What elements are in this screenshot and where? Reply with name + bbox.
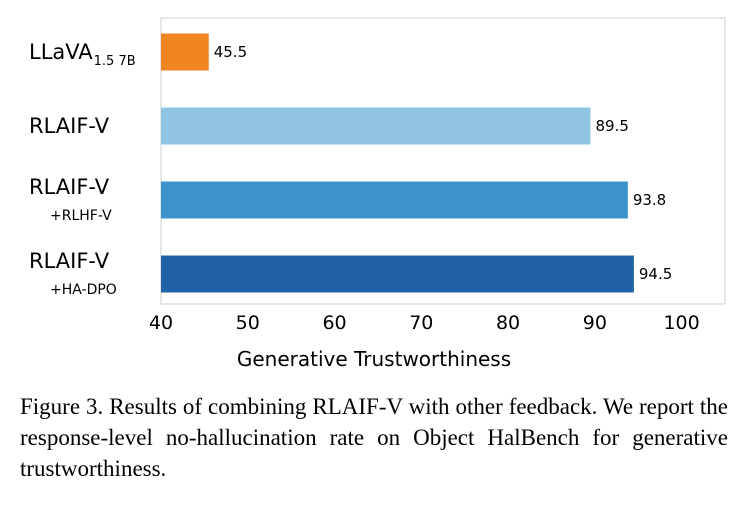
category-label-2: RLAIF-V xyxy=(29,114,110,138)
bar-2 xyxy=(161,107,591,145)
category-label-4: RLAIF-V xyxy=(29,249,110,273)
value-label-1: 45.5 xyxy=(214,43,247,61)
x-tick-label-90: 90 xyxy=(583,312,607,334)
value-labels-group: 45.5 89.5 93.8 94.5 xyxy=(214,43,673,283)
value-label-4: 94.5 xyxy=(639,265,672,283)
figure-caption: Figure 3. Results of combining RLAIF-V w… xyxy=(20,394,728,481)
x-tick-label-40: 40 xyxy=(149,312,173,334)
x-tick-labels-group: 40 50 60 70 80 90 100 xyxy=(149,312,700,334)
x-tick-label-80: 80 xyxy=(496,312,520,334)
x-tick-label-100: 100 xyxy=(663,312,699,334)
category-sublabel-4: +HA-DPO xyxy=(50,282,117,298)
x-tick-label-70: 70 xyxy=(409,312,433,334)
category-labels-group: LLaVA1.5 7B RLAIF-V RLAIF-V +RLHF-V RLAIF-V +… xyxy=(29,40,136,298)
value-label-2: 89.5 xyxy=(596,117,629,135)
plot-area-frame xyxy=(160,17,726,305)
bars-group xyxy=(161,33,634,293)
category-sublabel-3: +RLHF-V xyxy=(50,208,112,224)
x-tick-label-60: 60 xyxy=(322,312,346,334)
bar-3 xyxy=(161,181,628,219)
bar-1 xyxy=(161,33,209,71)
bar-chart: 45.5 89.5 93.8 94.5 LLaVA1.5 7B RLAIF-V RLAIF… xyxy=(29,17,726,371)
bar-4 xyxy=(161,255,634,293)
category-label-1: LLaVA1.5 7B xyxy=(29,40,136,69)
category-label-3: RLAIF-V xyxy=(29,175,110,199)
x-axis-title: Generative Trustworthiness xyxy=(237,347,511,371)
value-label-3: 93.8 xyxy=(633,191,666,209)
x-tick-label-50: 50 xyxy=(236,312,260,334)
